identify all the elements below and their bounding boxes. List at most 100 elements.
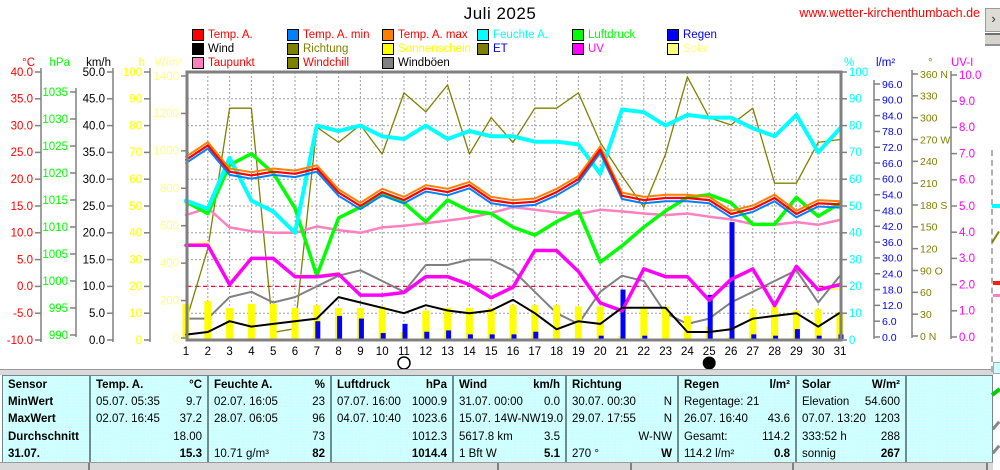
stats-cell-label: 10.71 g/m³ [214,448,269,461]
axis-label: 1200 [153,108,179,120]
rain-bar [642,335,648,339]
adjacent-frame-sliver: › [984,0,1000,470]
sliver-fragment [993,281,1000,285]
axis-label: 9.0 [959,96,975,108]
stats-cell-label: 02.07. 16:05 [214,396,278,409]
stats-cell-label: 04.07. 10:40 [337,413,401,426]
axis-label: 330 [920,91,938,103]
rain-bar [380,333,386,339]
stats-cell-value: N [663,396,672,409]
stats-cell-label: 07.07. 13:20 [802,413,866,426]
axis-label: 0.0 [959,332,975,344]
legend-label: Temp. A. max [398,29,468,41]
sliver-gridline [991,150,993,372]
legend-label: Sonnenschein [398,43,471,55]
rain-bar [598,335,604,339]
axis-label: -5.0 [13,308,33,320]
stats-row-label: MaxWert [8,413,56,426]
legend-item-feuchte-a-: Feuchte A. [477,28,572,42]
axis-label: 10 [129,308,142,320]
stats-column-richtung: Richtung 30.07. 00:30 N 29.07. 17:55 N W-NW 27… [565,376,677,463]
axis-label: 0 [136,335,142,347]
chart-legend: Temp. A. Temp. A. min Temp. A. max Feuchte … [192,28,762,70]
rain-bar [489,334,495,339]
stats-column-wind: Wind km/h 31.07. 00:00 0.0 15.07. 14W-NW 19.0… [452,376,565,463]
sunshine-bar [683,315,691,339]
axis-label: 60 [920,287,932,299]
rain-bar [315,321,321,339]
sunshine-bar [749,309,757,339]
stats-cell-value: 37.2 [179,413,202,426]
axis-label: 10.0 [11,228,33,240]
axis-label: 30.0 [882,253,903,265]
stats-cell-label: 05.07. 05:35 [96,396,160,409]
day-label: 29 [790,346,803,358]
rain-bar [424,331,430,339]
rain-bar [402,323,408,339]
sunshine-bar [771,306,779,339]
series-luftdruck-line [184,151,842,278]
day-label: 6 [292,346,298,358]
legend-label: Solar [683,43,710,55]
series-temp-line [184,144,842,216]
stats-column-luftdruck: Luftdruck hPa 07.07. 16:00 1000.9 04.07. 10:… [330,376,452,463]
axis-label: 30 [920,309,932,321]
axis-label: 90 [849,94,862,106]
legend-label: Windchill [303,57,350,69]
axis-label: 90 O [920,265,943,277]
axis-unit-label: ° [928,57,933,69]
sunshine-bar [509,305,517,339]
day-label: 1 [183,346,189,358]
legend-item-temp-a-max: Temp. A. max [382,28,477,42]
stats-cell-label: 15.07. 14W-NW [459,413,541,426]
stats-column-unit: W/m² [871,378,900,391]
stats-cell-value: 23 [312,396,325,409]
rain-bar [751,334,757,339]
legend-swatch-icon [572,43,584,55]
axis-label: 0.0 [882,332,897,344]
day-label: 27 [746,346,759,358]
axis-label: 25.0 [83,201,105,213]
legend-item-luftdruck: Luftdruck [572,28,667,42]
axis-label: 20 [849,281,862,293]
axis-label: 35.0 [11,94,33,106]
legend-swatch-icon [477,43,489,55]
legend-item-regen: Regen [667,28,762,42]
axis-label: 60 [129,174,142,186]
day-label: 17 [528,346,541,358]
day-label: 10 [376,346,389,358]
sunshine-bar [247,303,255,339]
rain-bar [511,334,517,339]
legend-swatch-icon [572,29,584,41]
day-label: 8 [335,346,341,358]
stats-cell-label: 5617.8 km [459,430,513,443]
axis-label: 6.0 [882,316,897,328]
legend-swatch-icon [382,29,394,41]
site-link[interactable]: www.wetter-kirchenthumbach.de [799,6,980,20]
sunshine-bar [465,307,473,339]
stats-column-temp-a-: Temp. A. °C 05.07. 05:35 9.7 02.07. 16:45 37.… [89,376,207,463]
legend-item-temp-a-min: Temp. A. min [287,28,382,42]
series-wind-line [185,296,841,336]
stats-cell-value: 0.8 [774,448,790,461]
scroll-arrow-icon[interactable]: › [985,8,1000,32]
stats-row-labels-column: Sensor MinWert MaxWert Durchschnitt 31.07. [3,376,89,463]
stats-cell-label: sonnig [802,448,836,461]
axis-label: 78.0 [882,126,903,138]
sunshine-bar [487,307,495,339]
axis-label: -10.0 [7,335,33,347]
rain-bar [773,335,779,339]
axis-unit-label: W/m² [155,57,183,69]
series-temp-max-line [185,141,841,212]
sliver-fragment [991,420,1000,431]
stats-cell-value: 114.2 [762,430,790,443]
legend-item-sonnenschein: Sonnenschein [382,42,477,56]
day-label: 23 [659,346,672,358]
stats-cell-value: 18.00 [173,430,202,443]
splitter-grip-icon[interactable] [985,33,1000,46]
axis-label: 48.0 [882,205,903,217]
day-label: 16 [507,346,520,358]
axis-label: 8.0 [959,122,975,134]
